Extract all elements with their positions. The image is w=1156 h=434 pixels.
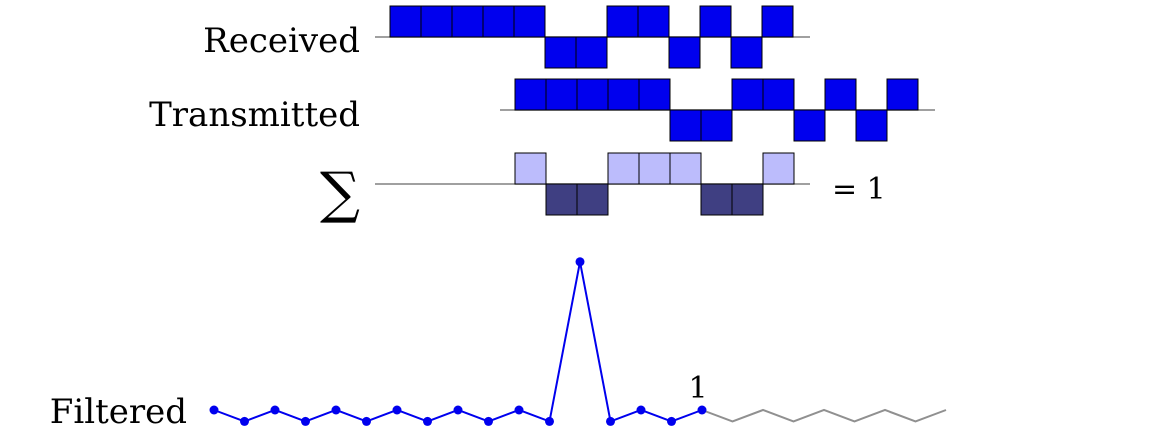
received-low-bit <box>730 36 763 69</box>
sum-result-label: = 1 <box>832 172 886 207</box>
product-bit-row <box>514 152 795 216</box>
filtered-label: Filtered <box>50 392 187 432</box>
filtered-point <box>362 416 371 426</box>
transmitted-high-bit <box>824 78 857 111</box>
filtered-series-line <box>213 261 703 423</box>
transmitted-bit-row <box>514 78 919 142</box>
peak-marker-label: 1 <box>688 371 707 406</box>
received-high-bit <box>761 5 794 38</box>
transmitted-high-bit <box>638 78 671 111</box>
received-high-bit <box>513 5 546 38</box>
received-high-bit <box>606 5 639 38</box>
filtered-output-plot <box>209 257 947 426</box>
received-high-bit <box>699 5 732 38</box>
received-high-bit <box>637 5 670 38</box>
transmitted-low-bit <box>793 109 826 142</box>
filtered-point <box>423 416 432 426</box>
received-high-bit <box>482 5 515 38</box>
filtered-point <box>209 405 219 415</box>
received-low-bit <box>544 36 577 69</box>
filtered-point <box>270 405 280 415</box>
product-low-bit <box>731 183 764 216</box>
product-high-bit <box>669 152 702 185</box>
transmitted-low-bit <box>855 109 888 142</box>
transmitted-low-bit <box>700 109 733 142</box>
filtered-point <box>636 405 646 415</box>
transmitted-low-bit <box>669 109 702 142</box>
transmitted-high-bit <box>762 78 795 111</box>
product-high-bit <box>638 152 671 185</box>
transmitted-high-bit <box>607 78 640 111</box>
received-low-bit <box>575 36 608 69</box>
filtered-point <box>606 416 615 426</box>
filtered-point <box>545 416 554 426</box>
product-low-bit <box>576 183 609 216</box>
filtered-point <box>331 405 341 415</box>
received-high-bit <box>420 5 453 38</box>
received-low-bit <box>668 36 701 69</box>
filtered-point <box>484 416 493 426</box>
filtered-point <box>697 405 707 415</box>
transmitted-label: Transmitted <box>149 95 360 135</box>
received-high-bit <box>451 5 484 38</box>
filtered-point <box>392 405 402 415</box>
filtered-point <box>301 416 310 426</box>
received-bit-row <box>389 5 794 69</box>
product-low-bit <box>700 183 733 216</box>
product-high-bit <box>607 152 640 185</box>
filtered-point <box>453 405 463 415</box>
received-high-bit <box>389 5 422 38</box>
transmitted-high-bit <box>576 78 609 111</box>
transmitted-high-bit <box>886 78 919 111</box>
filtered-point <box>240 416 249 426</box>
filtered-tail-line <box>701 408 947 423</box>
sum-symbol: ∑ <box>320 161 360 226</box>
filtered-point <box>514 405 524 415</box>
product-high-bit <box>514 152 547 185</box>
product-low-bit <box>545 183 578 216</box>
received-label: Received <box>203 21 360 61</box>
product-high-bit <box>762 152 795 185</box>
filtered-point <box>575 257 585 267</box>
filtered-point <box>667 416 676 426</box>
transmitted-high-bit <box>514 78 547 111</box>
transmitted-high-bit <box>545 78 578 111</box>
transmitted-high-bit <box>731 78 764 111</box>
